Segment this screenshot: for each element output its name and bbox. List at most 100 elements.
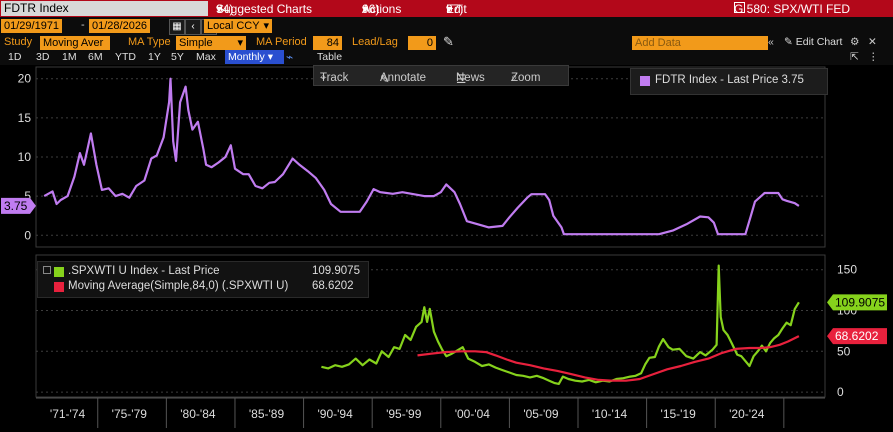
ma-period-label: MA Period [256,36,307,48]
edit-num: 97) [446,2,464,16]
annotate-label: Annotate [380,72,427,84]
news-icon: ☰ [456,74,467,86]
suggested-charts-label: Suggested Charts [216,2,313,16]
x-tick-label: '80-'84 [180,407,216,421]
currency-value: Local CCY [207,20,260,32]
currency-select[interactable]: Local CCY ▾ [204,19,272,33]
actions-num: 96) [362,2,380,16]
fdtr-ytick-label: 20 [18,72,32,86]
more-options-icon[interactable]: ⋮ [868,51,879,63]
caret-down-icon: ▾ [237,37,243,49]
spxwti-ytick-label: 150 [837,263,857,277]
x-tick-label: '90-'94 [317,407,353,421]
spxwti-series-line [321,264,800,385]
range-1d[interactable]: 1D [8,51,22,63]
start-date-field[interactable]: 01/29/1971 [1,19,63,33]
range-3d[interactable]: 3D [36,51,50,63]
fdtr-legend-label: FDTR Index - Last Price 3.75 [655,74,804,86]
x-tick-label: '75-'79 [112,407,148,421]
legend-toggle-icon[interactable] [43,266,51,274]
ma-period-field[interactable]: 84 [313,36,342,50]
range-1y[interactable]: 1Y [148,51,161,63]
chart-tools-panel: ⌖ Track ✎ Annotate ☰ News ⌕ Zoom [313,65,569,86]
pencil-icon[interactable]: ✎ [443,34,454,49]
range-6m[interactable]: 6M [88,51,103,63]
x-tick-label: '95-'99 [386,407,422,421]
ma-last-tag-text: 68.6202 [835,329,879,343]
study-select[interactable]: Moving Aver▾ [40,36,110,63]
ma-type-value: Simple [179,37,213,49]
x-tick-label: '71-'74 [50,407,86,421]
range-bar: 1D 3D 1M 6M YTD 1Y 5Y Max Monthly ▾ ⌁ Ta… [0,36,893,65]
ma-legend-label: Moving Average(Simple,84,0) (.SPXWTI U) [68,280,289,292]
study-label: Study [4,36,33,48]
news-label: News [456,72,485,84]
date-separator: - [81,19,85,31]
collapse-icon[interactable]: « [768,36,774,48]
zoom-label: Zoom [511,72,541,84]
arrow-left-icon[interactable]: ‹ [185,19,201,35]
caret-down-icon: ▾ [216,2,223,16]
title-bar: FDTR Index 94) Suggested Charts ▾ 96) Ac… [0,0,893,17]
spxwti-legend-label: .SPXWTI U Index - Last Price [68,265,220,277]
x-tick-label: '10-'14 [592,407,628,421]
spxwti-swatch [54,267,64,277]
caret-down-icon: ▾ [263,20,269,32]
ma-last-tag [827,328,887,345]
leadlag-label: Lead/Lag [352,36,398,48]
spxwti-ytick-label: 0 [837,385,844,399]
fdtr-legend[interactable]: FDTR Index - Last Price 3.75 [630,68,828,95]
ma-type-select[interactable]: Simple ▾ [176,36,246,50]
x-tick-label: '05-'09 [523,407,559,421]
magnifier-icon: ⌕ [511,72,518,84]
edit-chart-button[interactable]: ✎ Edit Chart [784,36,842,48]
add-data-input[interactable]: Add Data [632,36,768,50]
page-title-text: G 580: SPX/WTI FED [734,2,851,16]
caret-down-icon: ▾ [446,2,453,16]
actions-label: Actions [362,2,402,16]
suggested-charts-num: 94) [216,2,234,16]
fdtr-ytick-label: 10 [18,150,32,164]
pen-icon: ✎ [380,74,390,86]
share-icon[interactable]: ⇱ [850,51,859,63]
caret-down-icon: ▾ [362,2,369,16]
x-tick-label: '00-'04 [455,407,491,421]
table-button[interactable]: Table [317,51,343,63]
study-value: Moving Aver [43,37,104,49]
x-tick-label: '20-'24 [729,407,765,421]
frequency-value: Monthly [228,51,265,63]
spxwti-legend-value: 109.9075 [312,265,360,277]
spxwti-last-tag [827,294,887,311]
range-ytd[interactable]: YTD [115,51,136,63]
ma-series-line [417,335,800,382]
x-tick-label: '85-'89 [249,407,285,421]
fdtr-ytick-label: 0 [24,228,31,242]
line-chart-icon[interactable]: ⌁ [286,50,294,64]
fdtr-last-price-tag [1,197,36,214]
function-box[interactable]: FDTR Index [1,1,208,16]
spxwti-legend[interactable]: .SPXWTI U Index - Last Price 109.9075 Mo… [37,261,369,298]
edit-label: Edit [446,2,467,16]
close-icon[interactable]: ✕ [868,36,877,48]
pencil-icon: ✎ [784,36,793,48]
fdtr-last-price-text: 3.75 [4,199,28,213]
fdtr-ytick-label: 15 [18,111,32,125]
frequency-select[interactable]: Monthly ▾ [225,50,284,64]
caret-down-icon: ▾ [267,51,273,63]
fdtr-swatch [640,76,650,86]
range-max[interactable]: Max [196,51,216,63]
calendar-icon[interactable]: ▦ [169,19,185,35]
x-tick-label: '15-'19 [661,407,697,421]
ma-legend-value: 68.6202 [312,280,354,292]
date-bar: 01/29/1971 - 01/28/2026 ▦ ‹ › Local CCY▾ [0,17,893,35]
fdtr-series-line [43,77,800,236]
settings-icon[interactable]: ⚙ [850,36,860,48]
range-5y[interactable]: 5Y [171,51,184,63]
ma-type-label: MA Type [128,36,171,48]
range-1m[interactable]: 1M [62,51,77,63]
edit-chart-label: Edit Chart [795,36,843,48]
end-date-field[interactable]: 01/28/2026 [89,19,151,33]
leadlag-field[interactable]: 0 [408,36,436,50]
fdtr-ytick-label: 5 [24,189,31,203]
